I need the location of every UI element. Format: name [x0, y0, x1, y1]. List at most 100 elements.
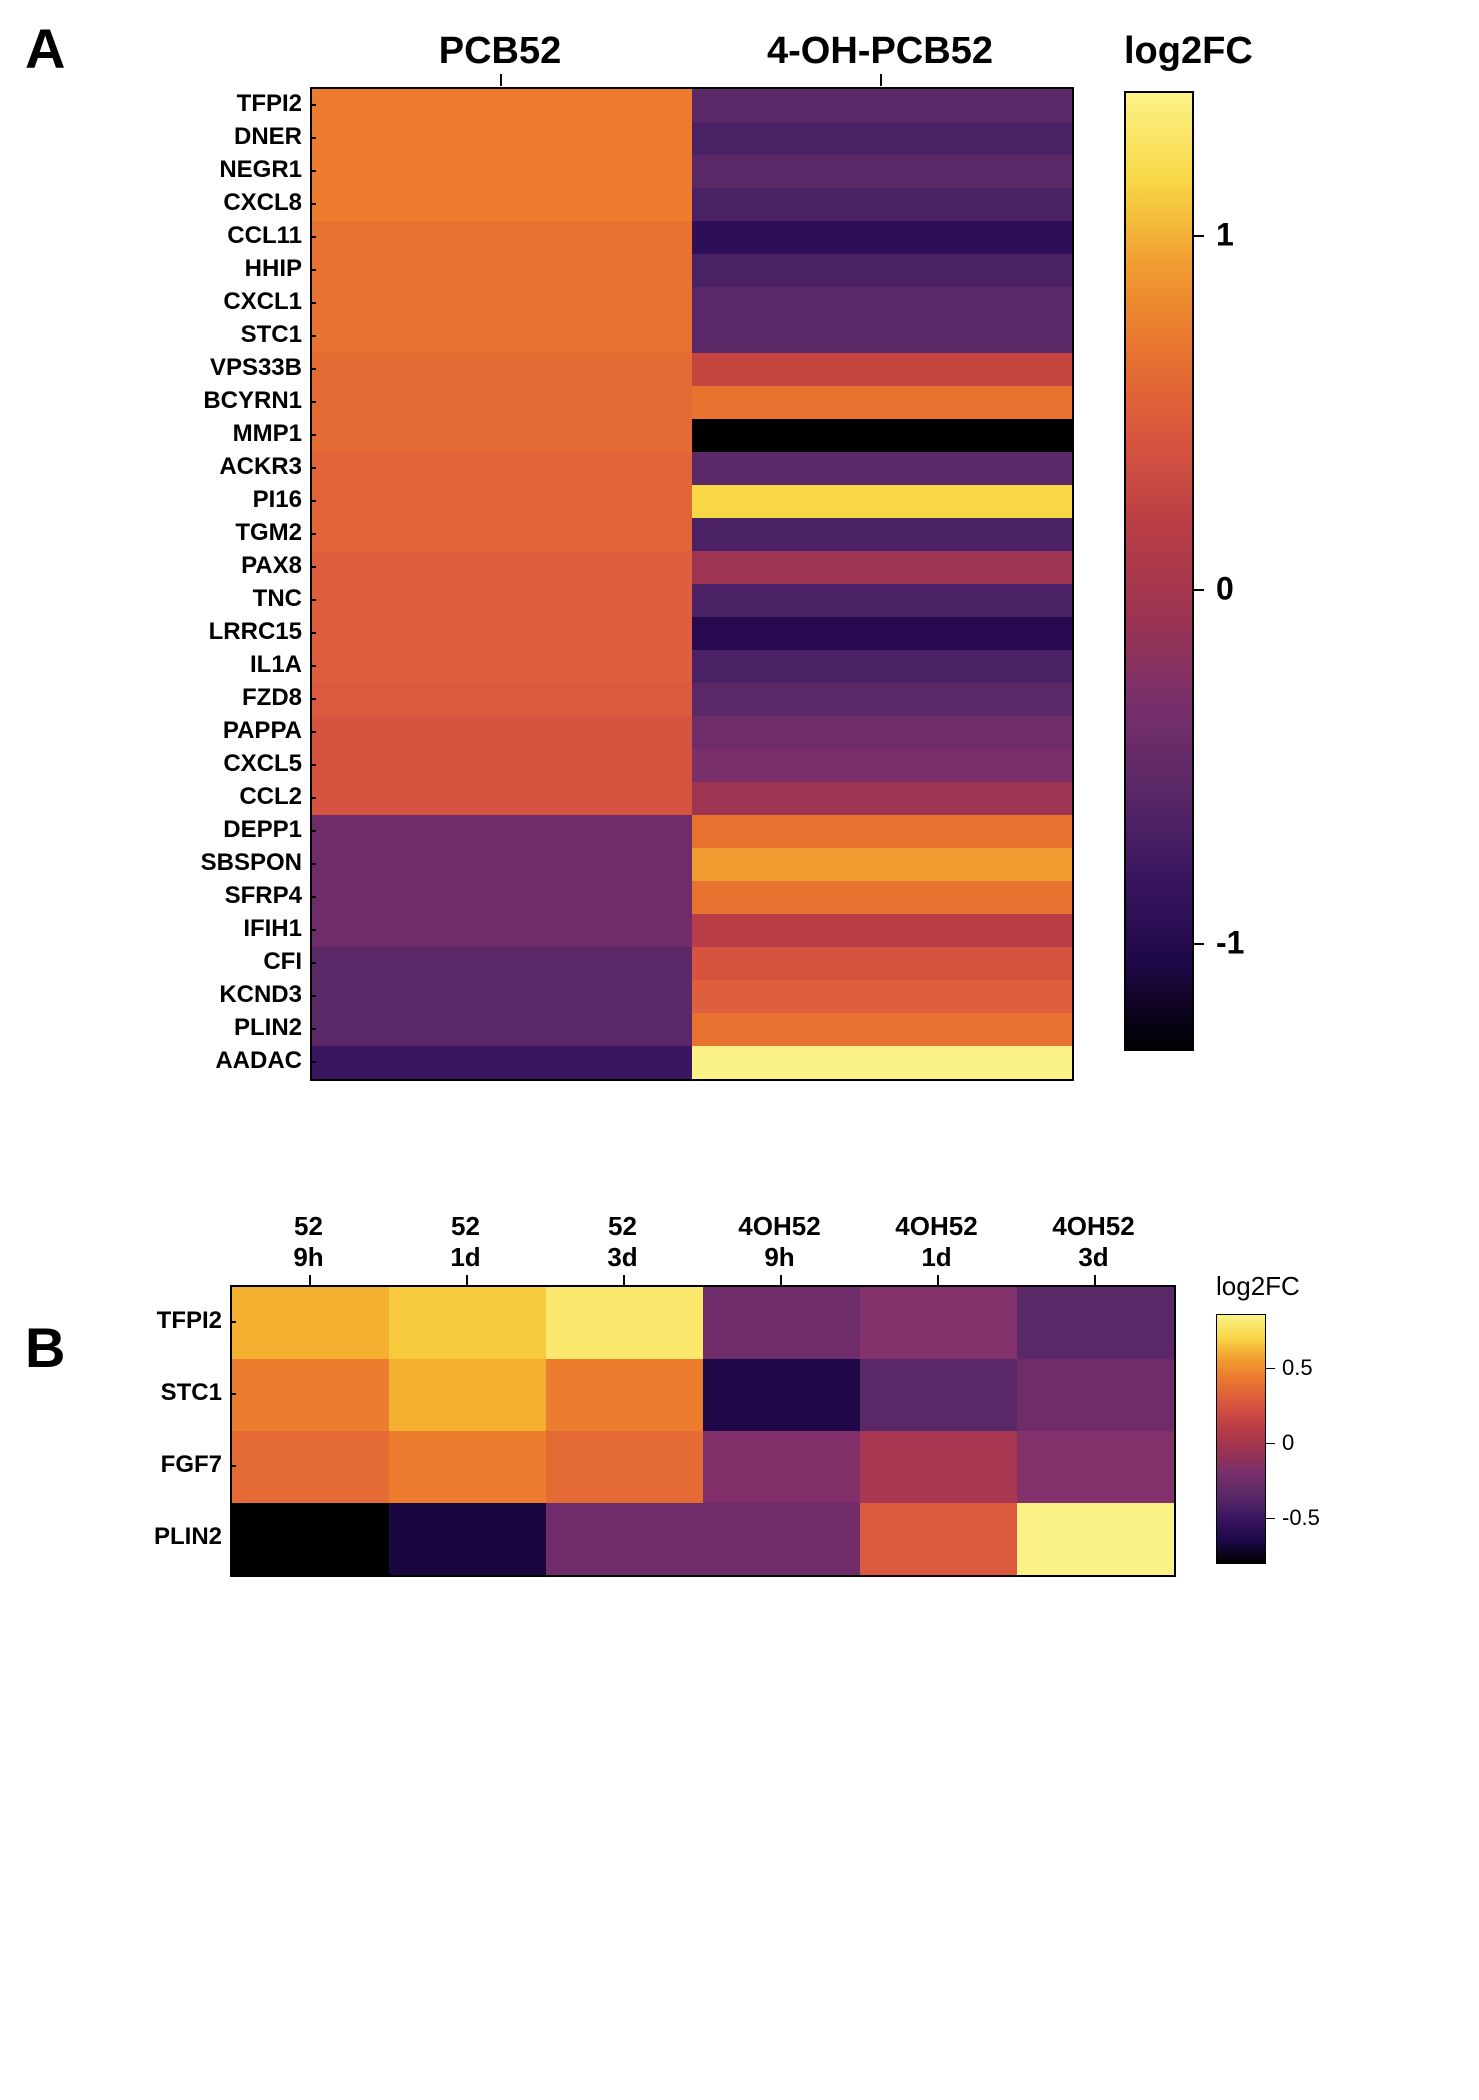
heatmap-cell [1017, 1503, 1174, 1575]
row-label: ACKR3 [130, 450, 310, 483]
heatmap-row [312, 122, 1072, 155]
heatmap-cell [312, 848, 692, 881]
col-header: 4OH529h [701, 1211, 858, 1273]
heatmap-cell [312, 221, 692, 254]
heatmap-row [312, 947, 1072, 980]
col-header-4ohpcb52: 4-OH-PCB52 [690, 30, 1070, 73]
heatmap-cell [692, 617, 1072, 650]
panel-b-column-headers: 529h521d523d4OH529h4OH521d4OH523d [230, 1211, 1176, 1273]
row-label: CCL11 [130, 219, 310, 252]
panel-a-label: A [25, 16, 65, 81]
heatmap-row [312, 749, 1072, 782]
row-label: PLIN2 [130, 1011, 310, 1044]
heatmap-cell [312, 716, 692, 749]
heatmap-cell [232, 1359, 389, 1431]
colorbar-tick-label: -0.5 [1282, 1505, 1320, 1531]
heatmap-cell [312, 320, 692, 353]
heatmap-cell [312, 815, 692, 848]
heatmap-cell [692, 683, 1072, 716]
heatmap-cell [692, 419, 1072, 452]
row-label: CCL2 [130, 780, 310, 813]
heatmap-row [312, 980, 1072, 1013]
row-label: FGF7 [100, 1429, 230, 1501]
heatmap-cell [312, 452, 692, 485]
heatmap-cell [389, 1287, 546, 1359]
heatmap-cell [389, 1431, 546, 1503]
panel-a-colorbar: log2FC 10-1 [1124, 30, 1253, 1051]
row-label: TNC [130, 582, 310, 615]
col-header: 4OH523d [1015, 1211, 1172, 1273]
heatmap-row [312, 584, 1072, 617]
heatmap-row [312, 320, 1072, 353]
heatmap-cell [546, 1359, 703, 1431]
row-label: DNER [130, 120, 310, 153]
row-label: TFPI2 [100, 1285, 230, 1357]
row-label: PAPPA [130, 714, 310, 747]
heatmap-row [312, 848, 1072, 881]
heatmap-cell [312, 782, 692, 815]
heatmap-row [312, 485, 1072, 518]
row-label: DEPP1 [130, 813, 310, 846]
heatmap-cell [312, 980, 692, 1013]
heatmap-cell [312, 188, 692, 221]
heatmap-cell [312, 617, 692, 650]
heatmap-cell [692, 221, 1072, 254]
heatmap-cell [312, 584, 692, 617]
row-label: SFRP4 [130, 879, 310, 912]
heatmap-row [232, 1431, 1174, 1503]
row-label: IFIH1 [130, 912, 310, 945]
colorbar-tick [1192, 589, 1204, 591]
heatmap-cell [692, 386, 1072, 419]
row-label: BCYRN1 [130, 384, 310, 417]
panel-a-row-labels: TFPI2DNERNEGR1CXCL8CCL11HHIPCXCL1STC1VPS… [130, 87, 310, 1081]
heatmap-cell [692, 947, 1072, 980]
col-header: 521d [387, 1211, 544, 1273]
heatmap-cell [692, 518, 1072, 551]
row-label: HHIP [130, 252, 310, 285]
heatmap-cell [860, 1287, 1017, 1359]
heatmap-row [312, 221, 1072, 254]
heatmap-cell [692, 155, 1072, 188]
heatmap-cell [692, 89, 1072, 122]
heatmap-cell [312, 287, 692, 320]
col-header: 523d [544, 1211, 701, 1273]
heatmap-row [312, 782, 1072, 815]
heatmap-cell [692, 452, 1072, 485]
panel-a: PCB52 4-OH-PCB52 TFPI2DNERNEGR1CXCL8CCL1… [130, 30, 1439, 1081]
colorbar-b-gradient: 0.50-0.5 [1216, 1314, 1266, 1564]
heatmap-cell [312, 518, 692, 551]
heatmap-cell [389, 1503, 546, 1575]
heatmap-row [312, 617, 1072, 650]
heatmap-cell [312, 386, 692, 419]
colorbar-tick-label: 0 [1216, 570, 1234, 607]
panel-b-heatmap [230, 1285, 1176, 1577]
row-label: KCND3 [130, 978, 310, 1011]
heatmap-cell [703, 1287, 860, 1359]
heatmap-row [232, 1287, 1174, 1359]
row-label: CXCL8 [130, 186, 310, 219]
heatmap-cell [692, 980, 1072, 1013]
heatmap-cell [692, 122, 1072, 155]
row-label: STC1 [130, 318, 310, 351]
heatmap-cell [312, 683, 692, 716]
heatmap-row [312, 1046, 1072, 1079]
heatmap-cell [692, 848, 1072, 881]
heatmap-cell [312, 419, 692, 452]
heatmap-row [312, 452, 1072, 485]
colorbar-a-gradient: 10-1 [1124, 91, 1194, 1051]
heatmap-cell [692, 815, 1072, 848]
heatmap-row [312, 188, 1072, 221]
heatmap-cell [312, 89, 692, 122]
heatmap-cell [692, 320, 1072, 353]
row-label: PI16 [130, 483, 310, 516]
row-label: PAX8 [130, 549, 310, 582]
heatmap-row [232, 1359, 1174, 1431]
heatmap-cell [312, 122, 692, 155]
heatmap-cell [692, 188, 1072, 221]
heatmap-cell [1017, 1431, 1174, 1503]
panel-b-label: B [25, 1315, 65, 1380]
col-header: 529h [230, 1211, 387, 1273]
row-label: VPS33B [130, 351, 310, 384]
colorbar-tick-label: 0 [1282, 1430, 1294, 1456]
heatmap-cell [312, 650, 692, 683]
